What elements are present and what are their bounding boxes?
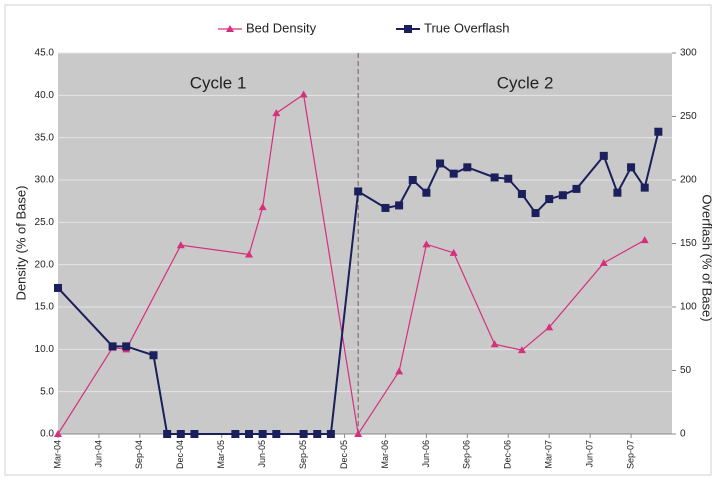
marker xyxy=(313,430,322,438)
marker xyxy=(395,201,404,210)
marker xyxy=(545,195,554,204)
y-tick-label: 0.0 xyxy=(40,429,54,440)
marker xyxy=(436,159,445,168)
y-tick-label: 25.0 xyxy=(35,217,55,228)
marker xyxy=(449,169,458,178)
y-tick-label: 40.0 xyxy=(35,90,55,101)
x-tick-label: Mar-04 xyxy=(52,440,62,469)
annotation: Cycle 2 xyxy=(497,73,554,92)
marker xyxy=(490,340,499,348)
marker xyxy=(176,430,185,438)
marker xyxy=(226,25,234,32)
x-tick-label: Mar-07 xyxy=(544,440,554,469)
marker xyxy=(408,176,417,184)
y2-tick-label: 200 xyxy=(680,175,697,186)
marker xyxy=(54,283,62,292)
x-tick-label: Sep-07 xyxy=(625,440,635,469)
x-tick-label: Jun-07 xyxy=(585,440,595,468)
marker xyxy=(245,250,254,258)
x-tick-label: Sep-06 xyxy=(462,440,472,469)
marker xyxy=(163,430,172,438)
marker xyxy=(558,191,567,200)
marker xyxy=(354,430,363,437)
marker xyxy=(326,430,335,438)
y-tick-label: 30.0 xyxy=(35,175,55,186)
y-tick-label: 5.0 xyxy=(40,386,54,397)
x-tick-label: Jun-06 xyxy=(421,440,431,468)
marker xyxy=(404,25,412,33)
x-tick-label: Mar-06 xyxy=(380,440,390,469)
plot-area xyxy=(58,53,672,434)
y-tick-label: 15.0 xyxy=(35,302,55,313)
y-tick-label: 45.0 xyxy=(35,48,55,59)
marker xyxy=(190,430,199,438)
marker xyxy=(504,174,513,183)
marker xyxy=(531,209,540,218)
marker xyxy=(517,346,526,354)
y2-tick-label: 300 xyxy=(680,48,697,59)
marker xyxy=(422,188,431,197)
marker xyxy=(245,430,254,438)
marker xyxy=(272,109,281,117)
x-tick-label: Dec-06 xyxy=(503,440,513,469)
marker xyxy=(272,430,281,438)
marker xyxy=(545,323,554,331)
y-tick-label: 10.0 xyxy=(35,344,55,355)
marker xyxy=(449,248,458,256)
marker xyxy=(149,351,158,360)
y2-tick-label: 0 xyxy=(680,429,686,440)
annotation: Cycle 1 xyxy=(190,73,247,92)
marker xyxy=(599,151,608,160)
marker xyxy=(627,163,636,172)
x-tick-label: Mar-05 xyxy=(216,440,226,469)
marker xyxy=(354,187,363,196)
series-line xyxy=(57,131,660,435)
marker xyxy=(395,367,404,375)
marker xyxy=(258,430,267,438)
y2-tick-label: 250 xyxy=(680,111,697,122)
x-tick-label: Sep-04 xyxy=(134,440,144,469)
y-tick-label: 35.0 xyxy=(35,132,55,143)
marker xyxy=(258,203,267,211)
y-axis-label: Density (% of Base) xyxy=(13,186,28,301)
marker xyxy=(176,241,185,249)
y2-tick-label: 150 xyxy=(680,238,697,249)
marker xyxy=(613,188,622,197)
legend-label: True Overflash xyxy=(424,20,510,35)
marker xyxy=(54,430,62,437)
marker xyxy=(122,342,131,351)
marker xyxy=(422,240,431,248)
y2-tick-label: 100 xyxy=(680,302,697,313)
marker xyxy=(640,183,649,192)
marker xyxy=(572,184,581,193)
marker xyxy=(231,430,240,438)
x-tick-label: Sep-05 xyxy=(298,440,308,469)
marker xyxy=(299,90,308,98)
marker xyxy=(517,189,526,198)
x-tick-label: Dec-04 xyxy=(175,440,185,469)
x-tick-label: Jun-05 xyxy=(257,440,267,468)
marker xyxy=(654,127,663,136)
y2-tick-label: 50 xyxy=(680,365,692,376)
marker xyxy=(640,236,649,244)
marker xyxy=(490,173,499,182)
legend-label: Bed Density xyxy=(246,20,317,35)
marker xyxy=(299,430,308,438)
marker xyxy=(108,342,117,351)
y2-axis-label: Overflash (% of Base) xyxy=(700,194,715,321)
y-tick-label: 20.0 xyxy=(35,259,55,270)
x-tick-label: Dec-05 xyxy=(339,440,349,469)
x-tick-label: Jun-04 xyxy=(93,440,103,468)
marker xyxy=(599,258,608,266)
marker xyxy=(381,203,390,212)
marker xyxy=(463,163,472,172)
